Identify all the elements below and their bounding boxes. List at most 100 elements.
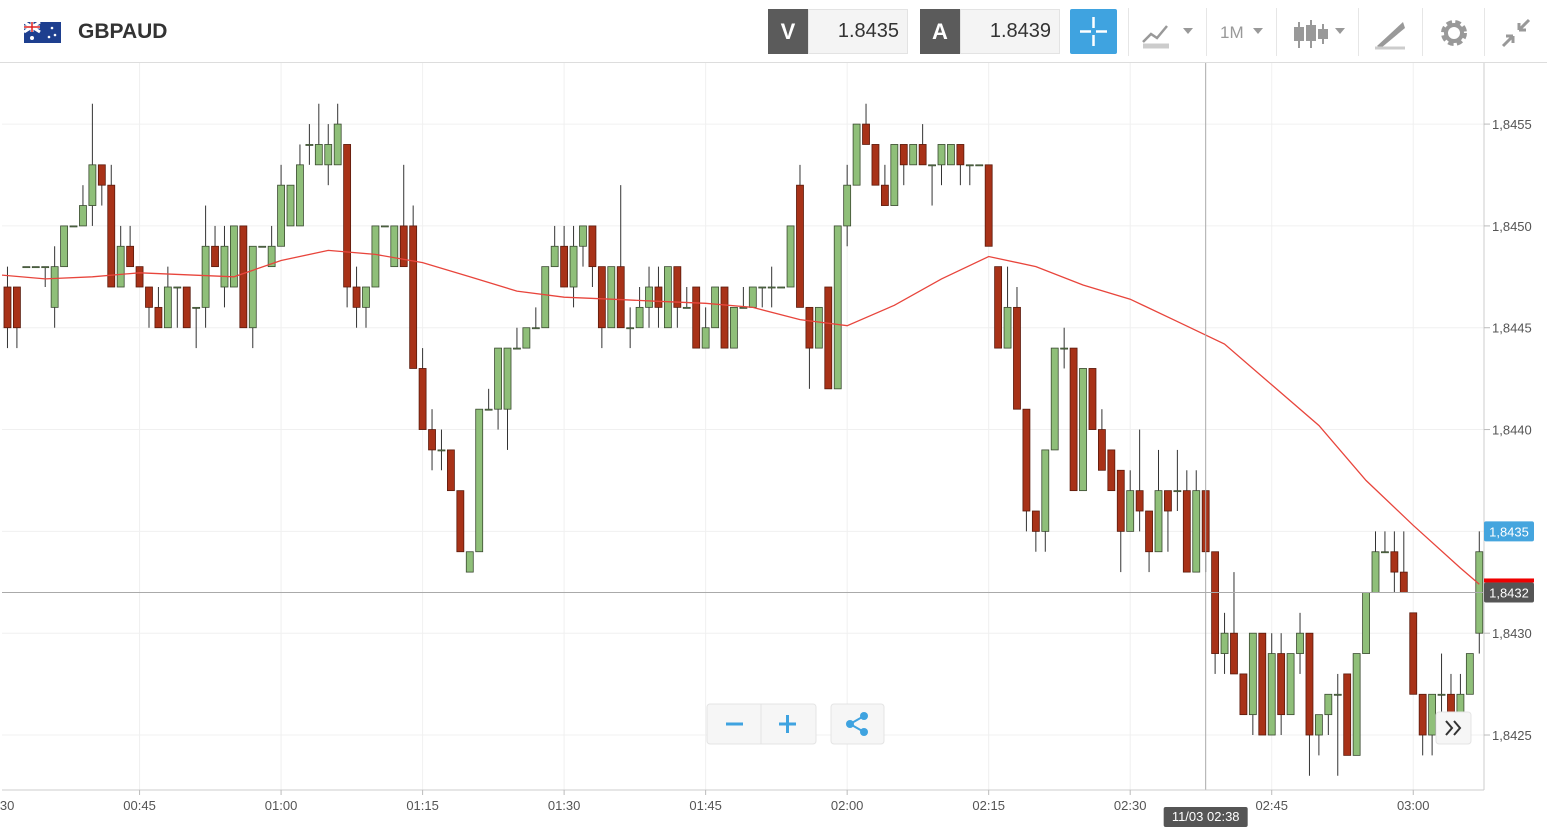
candle-body: [1333, 693, 1342, 696]
symbol: GBPAUD: [78, 20, 168, 43]
x-tick-label: 02:15: [972, 798, 1005, 813]
candle-body: [305, 144, 314, 146]
candle-body: [1182, 490, 1191, 573]
ask-price[interactable]: 1.8439: [960, 9, 1060, 54]
candle-body: [550, 245, 559, 268]
candle-body: [220, 245, 229, 288]
candle-body: [909, 144, 918, 166]
x-tick-label: 03:00: [1397, 798, 1430, 813]
candle-body: [1145, 510, 1153, 553]
share-icon[interactable]: [846, 712, 868, 736]
candle-body: [1135, 490, 1144, 512]
candle-body: [673, 266, 682, 308]
candle-body: [1409, 612, 1418, 695]
x-tick-label: 00:45: [123, 798, 156, 813]
candle-body: [975, 164, 984, 167]
candle-body: [409, 225, 418, 369]
candle-body: [937, 144, 946, 166]
candle-body: [107, 184, 116, 288]
share-box[interactable]: [830, 703, 885, 745]
candle-body: [1050, 347, 1059, 451]
candle-body: [786, 225, 795, 288]
candle-body: [258, 245, 267, 248]
candle-body: [380, 225, 389, 228]
candle-body: [1079, 368, 1087, 492]
candle-body: [1286, 653, 1295, 716]
bid-label[interactable]: V: [768, 9, 808, 54]
bid-price[interactable]: 1.8435: [808, 9, 908, 54]
candle-body: [145, 286, 153, 308]
candle-body: [956, 144, 965, 166]
candle-body: [711, 286, 719, 329]
collapse-button[interactable]: [1484, 8, 1547, 56]
candle-body: [720, 286, 729, 349]
price-label: 1,8435: [1489, 524, 1529, 539]
candle-body: [418, 368, 427, 430]
candle-body: [192, 306, 201, 309]
candle-body: [607, 266, 616, 329]
candle-body: [701, 327, 710, 349]
y-tick-label: 1,8440: [1492, 423, 1532, 438]
crosshair-x-label: 11/03 02:38: [1172, 809, 1240, 824]
candle-body: [635, 306, 644, 329]
candle-body: [1060, 347, 1069, 350]
candle-body: [201, 245, 210, 308]
x-tick-label: 02:30: [1114, 798, 1147, 813]
timeframe-button[interactable]: 1M: [1206, 8, 1277, 56]
moving-average: [2, 249, 1480, 585]
candle-body: [918, 144, 927, 166]
settings-button[interactable]: [1422, 8, 1483, 56]
x-tick-label: 01:30: [548, 798, 581, 813]
scroll-end-button[interactable]: [1435, 711, 1472, 745]
candle-body: [880, 184, 889, 206]
candle-body: [1097, 429, 1106, 471]
candle-body: [314, 144, 323, 166]
candle-body: [1239, 673, 1248, 716]
draw-button[interactable]: [1358, 8, 1419, 56]
candle-body: [399, 225, 408, 268]
candle-body: [862, 123, 870, 145]
x-tick-label: 02:00: [831, 798, 864, 813]
candle-body: [1220, 632, 1229, 654]
candle-body: [579, 225, 587, 247]
zoom-in[interactable]: [779, 715, 796, 733]
candle-body: [1277, 653, 1286, 716]
x-tick-label: 01:00: [265, 798, 298, 813]
candle-body: [503, 347, 512, 410]
candle-body: [1343, 673, 1352, 756]
candle-body: [1211, 551, 1220, 654]
candle-body: [616, 266, 625, 329]
candle-body: [248, 245, 257, 329]
candle-body: [390, 225, 399, 268]
candle-body: [682, 306, 691, 309]
candle-body: [890, 144, 899, 206]
candle-body: [173, 286, 182, 289]
crosshair-button[interactable]: [1070, 9, 1117, 54]
ask-label[interactable]: A: [920, 9, 960, 54]
candle-body: [456, 490, 465, 553]
candle-body: [805, 306, 814, 349]
candle-body: [116, 245, 125, 288]
zoom-controls: [706, 703, 1472, 745]
candle-body: [1305, 632, 1314, 736]
candle-button[interactable]: [1276, 8, 1359, 56]
last-price-edge: [1484, 578, 1534, 583]
toolbar: GBPAUD V 1.8435 A 1.8439 1M: [0, 0, 1547, 63]
candle-body: [97, 164, 106, 186]
candle-body: [428, 429, 436, 451]
candle-body: [1230, 632, 1238, 675]
candle-body: [1362, 592, 1370, 654]
candle-body: [126, 245, 135, 268]
candle-body: [3, 286, 12, 329]
candle-body: [41, 266, 50, 269]
y-tick-label: 1,8455: [1492, 117, 1532, 132]
x-tick-label: 00:30: [0, 798, 14, 813]
y-tick-label: 1,8445: [1492, 321, 1532, 336]
y-tick-label: 1,8425: [1492, 728, 1532, 743]
chart: 1,8425 1,8430 1,8435 1,8440 1,8445 1,8450 1,84…: [0, 63, 1534, 827]
candle-body: [277, 184, 285, 247]
candle-body: [833, 225, 842, 390]
candle-body: [1296, 632, 1304, 654]
candle-body: [796, 184, 804, 308]
chart-type-button[interactable]: [1128, 8, 1207, 56]
